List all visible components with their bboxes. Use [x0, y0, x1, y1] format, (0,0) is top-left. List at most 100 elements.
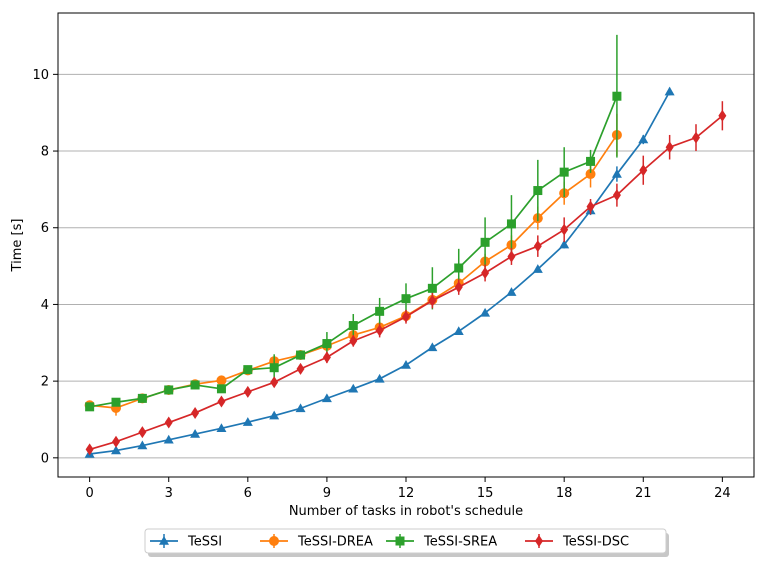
data-point: [295, 403, 306, 413]
data-point: [401, 294, 411, 304]
data-point: [428, 294, 437, 307]
data-point: [480, 307, 491, 317]
data-point: [322, 339, 332, 349]
y-tick-label: 6: [41, 221, 49, 236]
y-tick-label: 2: [41, 375, 49, 390]
data-point: [190, 429, 201, 438]
data-point: [612, 91, 622, 101]
legend-marker: [535, 535, 543, 547]
x-tick-label: 0: [85, 486, 93, 501]
x-tick-label: 3: [165, 486, 173, 501]
data-point: [164, 385, 174, 395]
data-point: [665, 141, 674, 154]
x-tick-label: 24: [714, 486, 731, 501]
data-point: [532, 264, 543, 273]
legend-item: TeSSI-DSC: [525, 534, 629, 550]
data-point: [138, 426, 147, 439]
x-axis: 0 3 6 9 12 15 18 21 24: [85, 477, 731, 501]
data-point: [559, 239, 570, 249]
y-axis: 0 2 4 6 8 10: [32, 68, 58, 466]
series-tessi-dsc: [85, 101, 727, 456]
data-point: [216, 375, 227, 386]
series-tessi: [84, 86, 675, 458]
data-point: [243, 385, 252, 398]
x-axis-label: Number of tasks in robot's schedule: [289, 504, 523, 519]
data-point: [111, 397, 121, 407]
data-point: [533, 240, 542, 253]
data-point: [191, 406, 200, 419]
data-point: [374, 373, 385, 383]
legend-items: TeSSI TeSSI-DREA TeSSI-SREA TeSSI-DSC: [150, 534, 629, 550]
legend-label: TeSSI-SREA: [423, 535, 497, 550]
x-tick-label: 12: [398, 486, 415, 501]
data-point: [85, 402, 95, 412]
data-point: [559, 167, 569, 177]
data-point: [533, 186, 543, 196]
data-point: [639, 164, 648, 177]
x-tick-label: 21: [635, 486, 652, 501]
data-point: [217, 395, 226, 408]
legend-label: TeSSI-DSC: [562, 535, 629, 550]
data-point: [718, 109, 727, 122]
x-tick-label: 6: [244, 486, 252, 501]
data-point: [638, 134, 649, 144]
data-point: [453, 326, 464, 336]
data-point: [506, 287, 517, 296]
y-tick-label: 0: [41, 451, 49, 466]
x-tick-label: 15: [477, 486, 494, 501]
series-layer: [84, 34, 727, 458]
legend-item: TeSSI: [150, 534, 222, 550]
y-tick-label: 8: [41, 145, 49, 160]
x-tick-label: 18: [556, 486, 573, 501]
data-point: [375, 324, 384, 337]
legend-item: TeSSI-SREA: [386, 534, 497, 550]
data-point: [270, 376, 279, 389]
data-point: [112, 435, 120, 448]
data-point: [243, 365, 253, 375]
data-point: [164, 416, 173, 429]
data-point: [322, 351, 331, 364]
data-point: [402, 310, 410, 323]
data-point: [111, 445, 121, 455]
data-point: [560, 223, 569, 236]
data-point: [481, 266, 490, 279]
data-point: [296, 350, 306, 360]
data-point: [137, 440, 148, 450]
data-point: [611, 169, 622, 178]
data-point: [664, 86, 675, 96]
data-point: [454, 281, 463, 294]
data-point: [507, 250, 516, 263]
legend-marker: [395, 536, 405, 546]
data-point: [216, 423, 227, 433]
y-tick-label: 10: [32, 68, 49, 83]
data-point: [85, 443, 94, 456]
legend-label: TeSSI: [187, 535, 222, 550]
data-point: [349, 334, 358, 347]
data-point: [321, 393, 332, 403]
data-point: [269, 363, 279, 373]
data-point: [692, 131, 700, 144]
data-point: [506, 219, 516, 229]
data-point: [585, 169, 596, 180]
data-point: [163, 434, 174, 444]
data-point: [242, 417, 253, 426]
data-point: [216, 384, 226, 394]
legend-marker: [159, 536, 169, 545]
data-point: [375, 306, 385, 316]
y-tick-label: 4: [41, 298, 49, 313]
data-point: [269, 410, 280, 420]
legend-item: TeSSI-DREA: [260, 534, 373, 550]
data-point: [586, 200, 595, 213]
legend-marker: [269, 536, 279, 546]
data-point: [348, 321, 358, 331]
data-point: [296, 362, 305, 375]
legend: TeSSI TeSSI-DREA TeSSI-SREA TeSSI-DSC: [144, 528, 669, 557]
y-axis-label: Time [s]: [10, 219, 25, 273]
data-point: [427, 342, 438, 352]
data-point: [454, 263, 464, 273]
data-point: [137, 393, 147, 403]
data-point: [612, 189, 621, 202]
data-point: [348, 383, 359, 393]
